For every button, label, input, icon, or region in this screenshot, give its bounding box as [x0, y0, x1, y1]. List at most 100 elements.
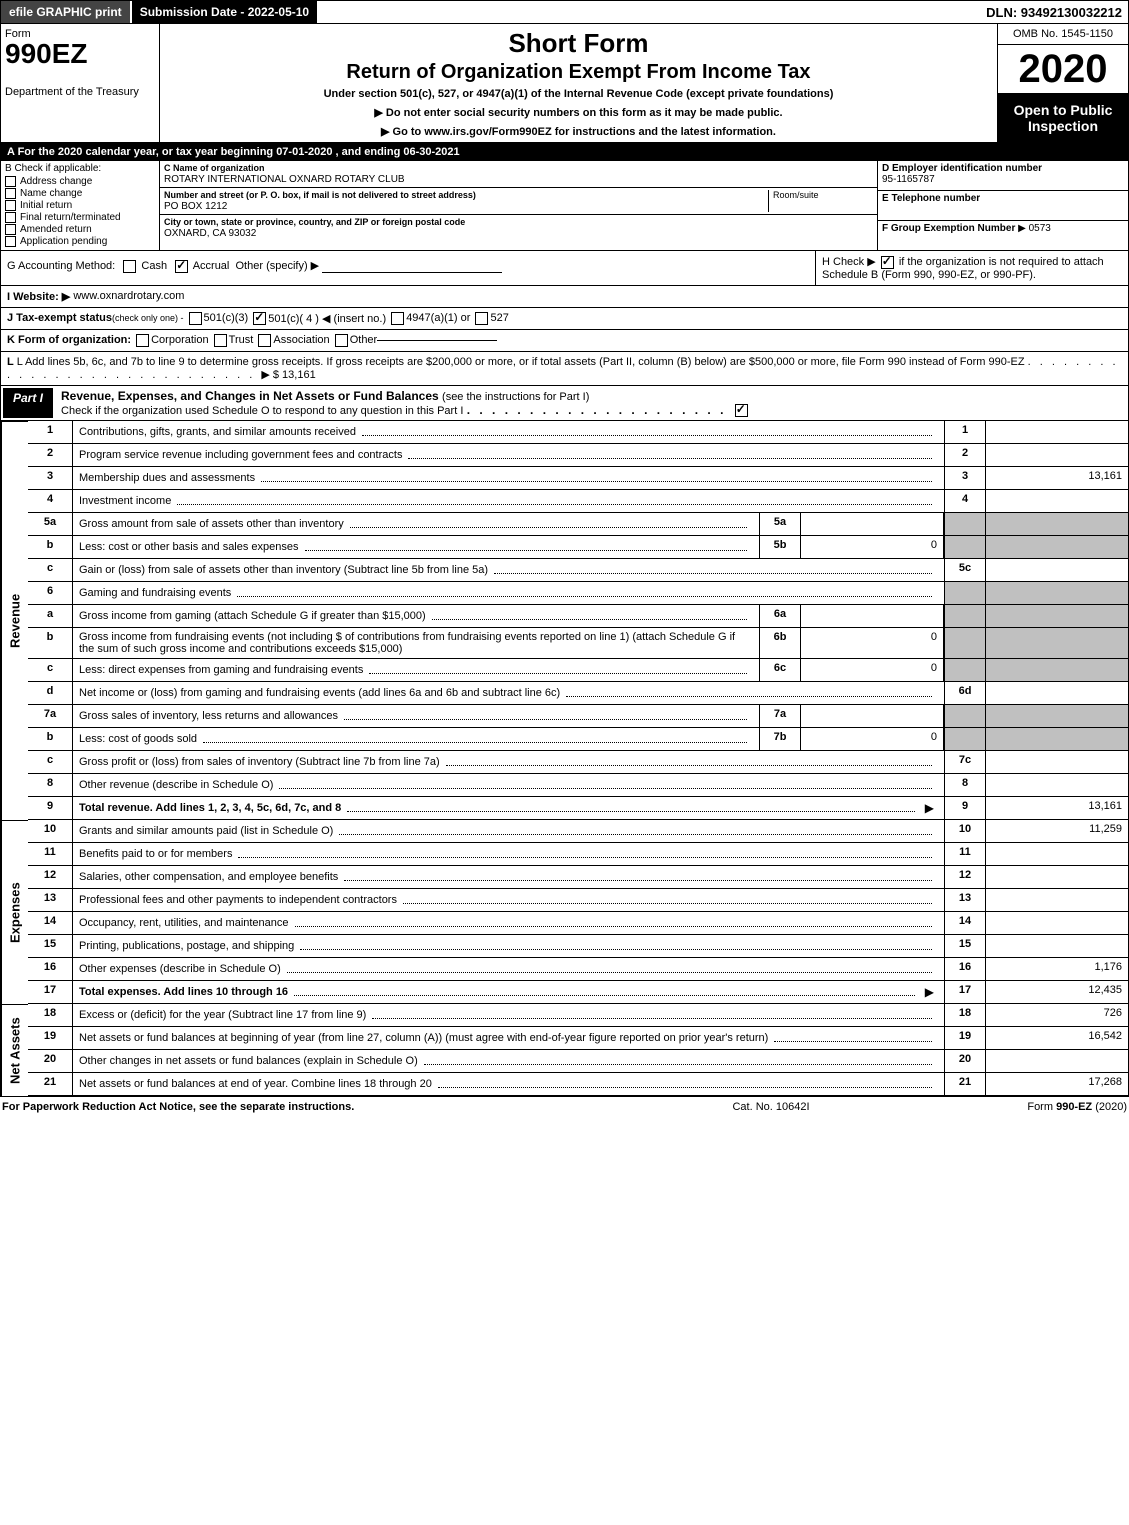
- sub-line-value: [801, 513, 944, 535]
- checkbox-assoc[interactable]: [258, 334, 271, 347]
- checkbox-application-pending[interactable]: Application pending: [5, 236, 155, 247]
- sub-line-value: 0: [801, 728, 944, 750]
- part-1-header: Part I Revenue, Expenses, and Changes in…: [0, 386, 1129, 421]
- right-line-number: 18: [944, 1004, 985, 1026]
- checkbox-other-org[interactable]: [335, 334, 348, 347]
- city-state-zip: OXNARD, CA 93032: [164, 228, 256, 239]
- efile-button[interactable]: efile GRAPHIC print: [1, 1, 130, 23]
- checkbox-schedule-b[interactable]: [881, 256, 894, 269]
- line-description: Gross amount from sale of assets other t…: [73, 513, 759, 535]
- label-501c: 501(c)( 4 ) ◀ (insert no.): [268, 312, 386, 325]
- submission-date-button[interactable]: Submission Date - 2022-05-10: [132, 1, 317, 23]
- right-line-number: 17: [944, 981, 985, 1003]
- check-if-label: B Check if applicable:: [5, 163, 155, 174]
- tax-year: 2020: [998, 45, 1128, 94]
- city-row: City or town, state or province, country…: [160, 215, 877, 250]
- line-row: 3Membership dues and assessments313,161: [28, 467, 1128, 490]
- checkbox-501c3[interactable]: [189, 312, 202, 325]
- line-number: a: [28, 605, 73, 627]
- website-value[interactable]: www.oxnardrotary.com: [73, 290, 184, 302]
- under-section: Under section 501(c), 527, or 4947(a)(1)…: [168, 88, 989, 100]
- right-line-number: [944, 536, 985, 558]
- line-number: 18: [28, 1004, 73, 1026]
- checkbox-initial-return[interactable]: Initial return: [5, 200, 155, 211]
- line-description: Program service revenue including govern…: [73, 444, 944, 466]
- right-line-number: [944, 582, 985, 604]
- checkbox-address-change[interactable]: Address change: [5, 176, 155, 187]
- line-row: 12Salaries, other compensation, and empl…: [28, 866, 1128, 889]
- line-value: [985, 912, 1128, 934]
- right-line-number: 19: [944, 1027, 985, 1049]
- tax-exempt-row: J Tax-exempt status (check only one) - 5…: [0, 308, 1129, 330]
- line-number: 16: [28, 958, 73, 980]
- address-row: Number and street (or P. O. box, if mail…: [160, 188, 877, 215]
- line-description: Net income or (loss) from gaming and fun…: [73, 682, 944, 704]
- checkbox-corp[interactable]: [136, 334, 149, 347]
- line-row: bLess: cost of goods sold7b0: [28, 728, 1128, 751]
- dln-text: DLN: 93492130032212: [986, 5, 1128, 20]
- line-number: 11: [28, 843, 73, 865]
- header-center: Short Form Return of Organization Exempt…: [160, 24, 997, 142]
- line-description: Gross income from gaming (attach Schedul…: [73, 605, 759, 627]
- phone-cell: E Telephone number: [878, 191, 1128, 221]
- i-label: I Website: ▶: [7, 290, 70, 303]
- header-left: Form 990EZ Department of the Treasury: [1, 24, 160, 142]
- line-value: 1,176: [985, 958, 1128, 980]
- org-name: ROTARY INTERNATIONAL OXNARD ROTARY CLUB: [164, 174, 405, 185]
- h-check: H Check ▶ if the organization is not req…: [816, 251, 1128, 285]
- l-row: L L Add lines 5b, 6c, and 7b to line 9 t…: [0, 352, 1129, 386]
- sub-line-value: [801, 705, 944, 727]
- top-bar: efile GRAPHIC print Submission Date - 20…: [0, 0, 1129, 24]
- line-value: [985, 935, 1128, 957]
- line-number: 19: [28, 1027, 73, 1049]
- other-specify-field[interactable]: [322, 272, 502, 273]
- line-description: Total revenue. Add lines 1, 2, 3, 4, 5c,…: [73, 797, 944, 819]
- checkbox-501c[interactable]: [253, 312, 266, 325]
- checkbox-cash[interactable]: [123, 260, 136, 273]
- line-number: 17: [28, 981, 73, 1003]
- line-number: d: [28, 682, 73, 704]
- l-text: L Add lines 5b, 6c, and 7b to line 9 to …: [17, 356, 1025, 368]
- sub-line-value: 0: [801, 536, 944, 558]
- footer-right: Form 990-EZ (2020): [1027, 1101, 1127, 1113]
- checkbox-accrual[interactable]: [175, 260, 188, 273]
- line-row: 21Net assets or fund balances at end of …: [28, 1073, 1128, 1096]
- line-row: 7aGross sales of inventory, less returns…: [28, 705, 1128, 728]
- line-number: 2: [28, 444, 73, 466]
- checkbox-label: Amended return: [20, 224, 92, 235]
- line-description: Occupancy, rent, utilities, and maintena…: [73, 912, 944, 934]
- website-row: I Website: ▶ www.oxnardrotary.com: [0, 286, 1129, 308]
- header-right: OMB No. 1545-1150 2020 Open to Public In…: [997, 24, 1128, 142]
- sub-line-number: 6a: [759, 605, 801, 627]
- right-line-number: 13: [944, 889, 985, 911]
- checkbox-schedule-o[interactable]: [735, 404, 748, 417]
- checkbox-label: Address change: [20, 176, 92, 187]
- line-value: 12,435: [985, 981, 1128, 1003]
- go-to-link[interactable]: ▶ Go to www.irs.gov/Form990EZ for instru…: [168, 125, 989, 138]
- checkbox-name-change[interactable]: Name change: [5, 188, 155, 199]
- line-row: 6Gaming and fundraising events: [28, 582, 1128, 605]
- k-label: K Form of organization:: [7, 334, 131, 346]
- right-line-number: [944, 605, 985, 627]
- right-line-number: 6d: [944, 682, 985, 704]
- right-line-number: [944, 728, 985, 750]
- line-number: 13: [28, 889, 73, 911]
- g-h-row: G Accounting Method: Cash Accrual Other …: [0, 251, 1129, 286]
- line-row: 20Other changes in net assets or fund ba…: [28, 1050, 1128, 1073]
- d-label: D Employer identification number: [882, 163, 1042, 174]
- line-number: 6: [28, 582, 73, 604]
- line-value: [985, 536, 1128, 558]
- checkbox-amended-return[interactable]: Amended return: [5, 224, 155, 235]
- line-value: 17,268: [985, 1073, 1128, 1095]
- part-1-check-text: Check if the organization used Schedule …: [61, 405, 463, 417]
- checkbox-527[interactable]: [475, 312, 488, 325]
- line-number: c: [28, 751, 73, 773]
- right-line-number: 16: [944, 958, 985, 980]
- line-number: c: [28, 659, 73, 681]
- line-number: c: [28, 559, 73, 581]
- checkbox-4947[interactable]: [391, 312, 404, 325]
- line-value: [985, 843, 1128, 865]
- checkbox-trust[interactable]: [214, 334, 227, 347]
- other-org-field[interactable]: [377, 340, 497, 341]
- checkbox-final-return[interactable]: Final return/terminated: [5, 212, 155, 223]
